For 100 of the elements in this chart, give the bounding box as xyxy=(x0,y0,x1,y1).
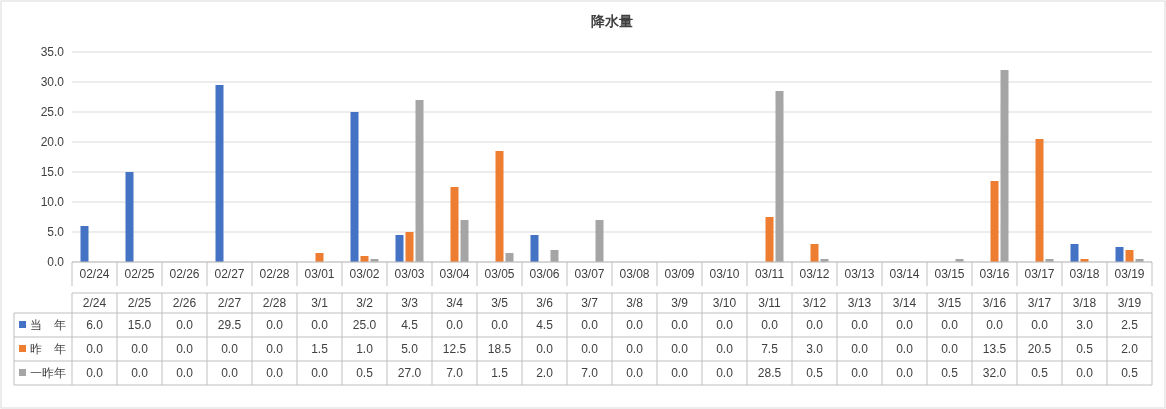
x-tick-label: 03/16 xyxy=(979,267,1010,281)
x-tick-label: 02/24 xyxy=(79,267,110,281)
data-label: 0.0 xyxy=(626,366,644,380)
x-tick-label: 03/11 xyxy=(754,267,785,281)
data-label: 0.0 xyxy=(1031,318,1049,332)
x-tick-label: 02/27 xyxy=(214,267,245,281)
data-label: 1.5 xyxy=(491,366,509,380)
bar xyxy=(550,250,559,262)
bar xyxy=(595,220,604,262)
data-label: 0.0 xyxy=(941,318,959,332)
y-tick-label: 35.0 xyxy=(40,45,65,59)
x-tick-label: 03/10 xyxy=(709,267,740,281)
data-label: 7.5 xyxy=(761,342,779,356)
data-label: 0.0 xyxy=(491,318,509,332)
text: 3/14 xyxy=(892,296,917,310)
bar xyxy=(530,235,539,262)
data-label: 0.0 xyxy=(176,366,194,380)
bar xyxy=(125,172,134,262)
data-label: 0.0 xyxy=(941,342,959,356)
legend-label: 一昨年 xyxy=(30,366,66,380)
data-label: 0.0 xyxy=(851,318,869,332)
data-label: 0.0 xyxy=(626,342,644,356)
bar xyxy=(450,187,459,262)
data-label: 0.0 xyxy=(806,318,824,332)
data-label: 0.0 xyxy=(896,342,914,356)
x-tick-label: 02/26 xyxy=(169,267,200,281)
data-label: 0.5 xyxy=(941,366,959,380)
x-tick-label: 03/12 xyxy=(799,267,830,281)
data-label: 18.5 xyxy=(487,342,512,356)
y-tick-label: 10.0 xyxy=(40,195,65,209)
data-label: 0.0 xyxy=(1076,366,1094,380)
text: 3/13 xyxy=(847,296,872,310)
y-tick-label: 25.0 xyxy=(40,105,65,119)
data-label: 28.5 xyxy=(757,366,782,380)
data-label: 0.0 xyxy=(671,366,689,380)
bar xyxy=(1035,139,1044,262)
bar xyxy=(765,217,774,262)
data-label: 0.0 xyxy=(581,342,599,356)
text: 3/8 xyxy=(626,296,644,310)
data-label: 1.0 xyxy=(356,342,374,356)
data-label: 0.0 xyxy=(266,318,284,332)
chart-title: 降水量 xyxy=(591,13,633,29)
y-tick-label: 5.0 xyxy=(47,225,65,239)
data-label: 0.0 xyxy=(266,366,284,380)
x-tick-label: 03/15 xyxy=(934,267,965,281)
text: 3/2 xyxy=(356,296,374,310)
data-label: 6.0 xyxy=(86,318,104,332)
bar xyxy=(495,151,504,262)
text: 3/18 xyxy=(1072,296,1097,310)
data-label: 0.0 xyxy=(176,342,194,356)
x-tick-label: 03/01 xyxy=(304,267,335,281)
y-tick-label: 30.0 xyxy=(40,75,65,89)
data-label: 0.0 xyxy=(176,318,194,332)
bar xyxy=(775,91,784,262)
bar xyxy=(405,232,414,262)
y-tick-label: 0.0 xyxy=(47,255,65,269)
x-tick-label: 02/28 xyxy=(259,267,290,281)
data-label: 0.0 xyxy=(581,318,599,332)
data-label: 0.0 xyxy=(86,366,104,380)
bar xyxy=(810,244,819,262)
bar xyxy=(460,220,469,262)
bar xyxy=(415,100,424,262)
data-label: 0.0 xyxy=(536,342,554,356)
data-label: 0.0 xyxy=(986,318,1004,332)
data-label: 2.0 xyxy=(1121,342,1139,356)
data-label: 13.5 xyxy=(982,342,1007,356)
x-tick-label: 03/13 xyxy=(844,267,875,281)
data-label: 0.0 xyxy=(311,366,329,380)
bar xyxy=(215,85,224,262)
text: 3/16 xyxy=(982,296,1007,310)
bar xyxy=(1115,247,1124,262)
data-label: 3.0 xyxy=(1076,318,1094,332)
text: 3/11 xyxy=(758,296,782,310)
legend-label: 昨 年 xyxy=(30,342,66,356)
data-label: 0.0 xyxy=(896,366,914,380)
text: 3/9 xyxy=(671,296,689,310)
data-label: 15.0 xyxy=(127,318,152,332)
data-label: 0.0 xyxy=(446,318,464,332)
text: 2/28 xyxy=(262,296,287,310)
data-label: 0.0 xyxy=(761,318,779,332)
data-label: 0.0 xyxy=(86,342,104,356)
data-label: 0.0 xyxy=(716,342,734,356)
text: 3/5 xyxy=(491,296,509,310)
bar xyxy=(1125,250,1134,262)
text: 3/10 xyxy=(712,296,737,310)
data-label: 1.5 xyxy=(311,342,329,356)
data-label: 27.0 xyxy=(397,366,422,380)
x-tick-label: 03/17 xyxy=(1024,267,1055,281)
bar xyxy=(990,181,999,262)
data-label: 29.5 xyxy=(217,318,242,332)
data-label: 5.0 xyxy=(401,342,419,356)
data-label: 2.5 xyxy=(1121,318,1139,332)
text: 3/4 xyxy=(446,296,464,310)
bar xyxy=(395,235,404,262)
data-label: 0.5 xyxy=(806,366,824,380)
x-tick-label: 03/14 xyxy=(889,267,920,281)
text: 2/26 xyxy=(172,296,197,310)
data-label: 0.0 xyxy=(671,342,689,356)
data-label: 7.0 xyxy=(581,366,599,380)
bar xyxy=(1070,244,1079,262)
